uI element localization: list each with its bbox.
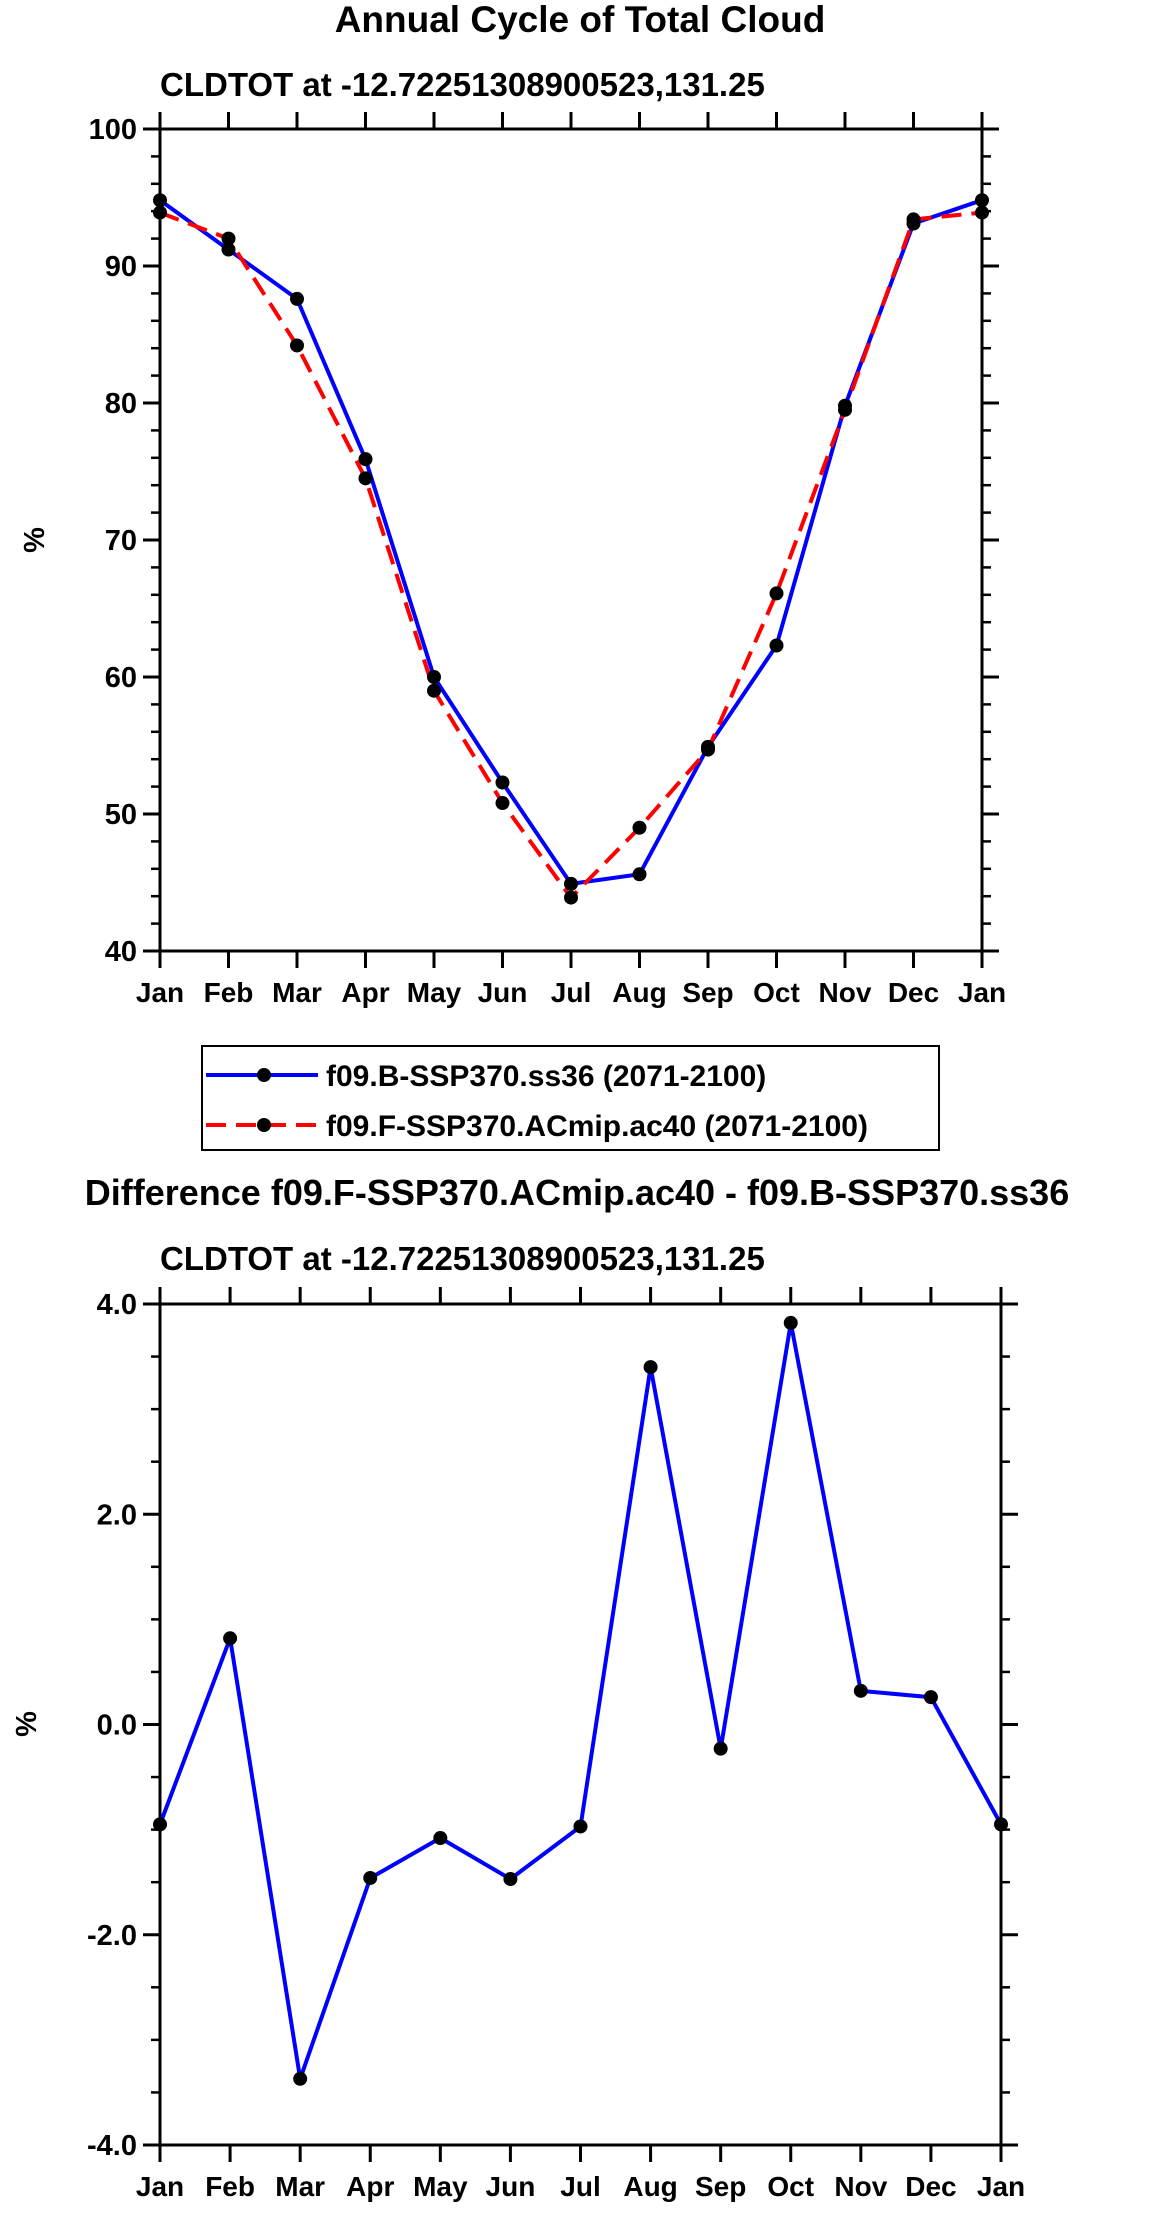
x-tick-label: Jan	[136, 2171, 184, 2202]
data-point-series2	[632, 820, 647, 835]
x-tick-label: Feb	[205, 2171, 255, 2202]
data-point-series1	[994, 1817, 1008, 1832]
data-point-series1	[358, 452, 373, 467]
data-point-series1	[713, 1741, 728, 1756]
y-tick-label: 40	[105, 936, 137, 968]
x-tick-label: Dec	[905, 2171, 956, 2202]
data-point-series1	[923, 1690, 938, 1705]
data-point-series1	[153, 193, 167, 208]
data-point-series2	[975, 205, 989, 220]
x-tick-label: Feb	[204, 977, 254, 1008]
x-tick-label: May	[407, 977, 462, 1008]
y-tick-label: 60	[105, 662, 137, 694]
y-tick-label: 70	[105, 525, 137, 557]
data-point-series1	[433, 1831, 448, 1846]
data-point-series2	[769, 586, 784, 601]
x-tick-label: Jul	[551, 977, 591, 1008]
y-tick-label: -4.0	[87, 2130, 137, 2162]
data-point-series2	[221, 231, 236, 246]
chart1-title: Annual Cycle of Total Cloud	[335, 0, 826, 40]
x-tick-label: Sep	[695, 2171, 746, 2202]
data-point-series1	[975, 193, 989, 208]
chart1-ylabel: %	[19, 527, 51, 553]
y-tick-label: 80	[105, 388, 137, 420]
chart2-subtitle: CLDTOT at -12.72251308900523,131.25	[160, 1240, 765, 1277]
x-tick-label: Oct	[753, 977, 800, 1008]
chart1-subtitle: CLDTOT at -12.72251308900523,131.25	[160, 66, 765, 103]
x-tick-label: Jul	[560, 2171, 600, 2202]
x-tick-label: Oct	[767, 2171, 814, 2202]
x-tick-label: May	[413, 2171, 468, 2202]
chart2-ylabel: %	[11, 1711, 43, 1737]
x-tick-label: Jun	[478, 977, 528, 1008]
data-point-series1	[153, 1817, 167, 1832]
chart2-plot-frame	[158, 1302, 1003, 2147]
data-point-series1	[363, 1870, 378, 1885]
data-point-series1	[783, 1315, 798, 1330]
x-tick-label: Apr	[346, 2171, 394, 2202]
data-point-series1	[853, 1683, 868, 1698]
data-point-series1	[293, 2071, 308, 2086]
x-tick-label: Nov	[819, 977, 872, 1008]
x-tick-label: Apr	[341, 977, 389, 1008]
x-tick-label: Dec	[888, 977, 939, 1008]
x-tick-label: Nov	[834, 2171, 887, 2202]
y-tick-label: 0.0	[97, 1710, 137, 1742]
data-point-series1	[632, 867, 647, 882]
x-tick-label: Aug	[612, 977, 666, 1008]
y-tick-label: 50	[105, 799, 137, 831]
data-point-series1	[223, 1631, 238, 1646]
data-point-series1	[769, 638, 784, 653]
x-tick-label: Aug	[623, 2171, 677, 2202]
data-point-series2	[495, 796, 510, 811]
y-tick-label: 4.0	[97, 1289, 137, 1321]
chart1-legend: f09.B-SSP370.ss36 (2071-2100) f09.F-SSP3…	[201, 1045, 940, 1151]
legend-marker-series1	[257, 1068, 271, 1082]
data-point-series1	[495, 775, 510, 790]
legend-label-series1: f09.B-SSP370.ss36 (2071-2100)	[326, 1060, 766, 1093]
chart2-title: Difference f09.F-SSP370.ACmip.ac40 - f09…	[85, 1172, 1069, 1213]
legend-marker-series2	[257, 1118, 271, 1132]
data-point-series1	[503, 1872, 518, 1887]
x-tick-label: Jan	[958, 977, 1006, 1008]
data-point-series2	[427, 683, 441, 698]
data-point-series2	[701, 742, 715, 757]
data-point-series2	[153, 205, 167, 220]
series-line-2	[159, 210, 983, 900]
data-point-series1	[564, 876, 578, 891]
data-point-series1	[221, 242, 236, 257]
data-point-series1	[427, 670, 441, 684]
x-tick-label: Jun	[486, 2171, 536, 2202]
y-tick-label: 90	[105, 251, 137, 283]
data-point-series2	[838, 402, 852, 417]
x-tick-label: Sep	[682, 977, 733, 1008]
y-tick-label: -2.0	[87, 1920, 137, 1952]
data-point-series2	[564, 890, 578, 905]
data-point-series1	[573, 1819, 588, 1834]
x-tick-label: Mar	[272, 977, 322, 1008]
series-line-1	[158, 198, 983, 886]
data-point-series2	[906, 212, 921, 227]
x-tick-label: Mar	[275, 2171, 325, 2202]
data-point-series1	[643, 1360, 658, 1375]
legend-box	[201, 1045, 940, 1151]
data-point-series2	[358, 471, 373, 486]
data-point-series2	[290, 338, 304, 353]
series-line-1	[158, 1320, 1003, 2081]
legend-label-series2: f09.F-SSP370.ACmip.ac40 (2071-2100)	[326, 1110, 868, 1143]
data-point-series1	[290, 291, 304, 306]
x-tick-label: Jan	[977, 2171, 1025, 2202]
y-tick-label: 2.0	[97, 1499, 137, 1531]
x-tick-label: Jan	[136, 977, 184, 1008]
chart1-plot-frame	[158, 127, 984, 953]
y-tick-label: 100	[89, 114, 137, 146]
